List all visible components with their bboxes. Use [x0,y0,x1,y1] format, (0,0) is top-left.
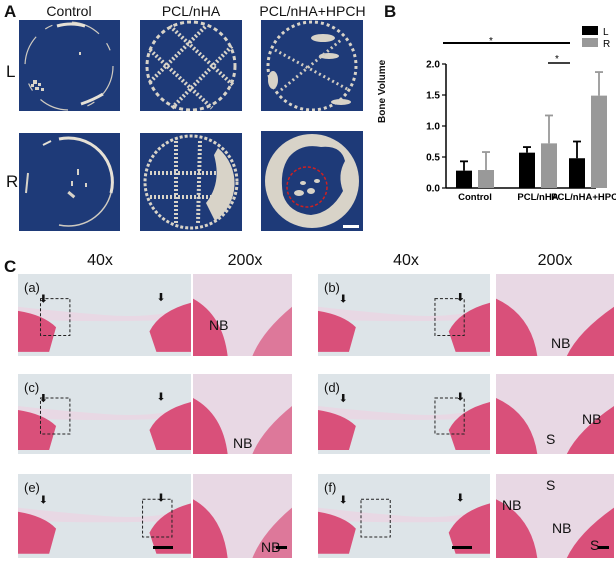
row-label-r: R [6,172,19,191]
microct-pcl-nha-hpch-right [261,131,363,231]
svg-text:⬇: ⬇ [339,294,348,306]
y-tick-label: 1.0 [426,122,440,133]
x-tick-label: PCL/nHA [517,192,558,203]
bar-l-2 [569,158,585,188]
microct-control-right [19,133,120,231]
scale-bar [452,546,472,549]
svg-text:⬇: ⬇ [39,494,48,506]
bone-volume-bar-chart: L R * 0.0 0.5 1.0 1.5 2.0 Control PCL/nHA PCL/n… [380,0,616,220]
col-header-control: Control [46,3,92,19]
tissue-label-nb: NB [502,497,521,513]
svg-text:⬇: ⬇ [39,393,48,405]
subpanel-id: (d) [324,380,340,395]
mag-200x-right: 200x [537,252,573,269]
mag-40x-left: 40x [87,252,113,269]
svg-text:⬇: ⬇ [456,292,465,304]
y-tick-label: 0.5 [426,153,440,164]
tissue-label-s: S [546,431,555,447]
tissue-label-nb: NB [552,520,571,536]
y-tick-label: 2.0 [426,60,440,71]
histology-40x-b: (b) ⬇ ⬇ [318,274,490,356]
col-header-pcl-nha-hpch: PCL/nHA+HPCH [259,3,366,19]
svg-text:⬇: ⬇ [456,493,465,505]
svg-text:⬇: ⬇ [456,391,465,403]
bar-l-1 [519,152,535,188]
svg-text:⬇: ⬇ [339,494,348,506]
scale-bar [343,225,359,228]
microct-pcl-nha-right [140,133,242,231]
col-header-pcl-nha: PCL/nHA [161,3,221,19]
legend-label-l: L [603,27,609,38]
bar-r-1 [541,143,557,188]
roi-circle [286,166,328,208]
mag-200x-left: 200x [227,252,263,269]
subpanel-id: (a) [24,280,40,295]
histology-40x-f: (f) ⬇ ⬇ [318,474,490,558]
panel-b-letter: B [384,2,397,21]
subpanel-id: (e) [24,480,40,495]
histology-200x-c: NB [193,374,292,454]
microct-control-left [19,20,120,111]
y-tick-label: 1.5 [426,91,440,102]
histology-40x-c: (c) ⬇ ⬇ [18,374,191,454]
svg-text:⬇: ⬇ [156,391,165,403]
histology-200x-b: NB [496,274,614,356]
tissue-label-nb: NB [209,317,228,333]
svg-text:⬇: ⬇ [39,294,48,306]
histology-200x-f: NB S NB S [496,474,614,558]
bar-r-0 [478,170,494,188]
y-tick-label: 0.0 [426,184,440,195]
x-tick-label: PCL/nHA+HPCH [551,192,616,203]
row-label-l: L [6,62,16,81]
histology-40x-d: (d) ⬇ ⬇ [318,374,490,454]
microct-pcl-nha-left [140,20,242,111]
legend-swatch-l [582,26,598,35]
subpanel-id: (b) [324,280,340,295]
histology-200x-a: NB [193,274,292,356]
tissue-label-nb: NB [233,435,252,451]
svg-text:⬇: ⬇ [339,393,348,405]
mag-40x-right: 40x [393,252,419,269]
histology-40x-e: (e) ⬇ ⬇ [18,474,191,558]
scale-bar [598,546,609,549]
legend-swatch-r [582,38,598,47]
tissue-label-nb: NB [551,335,570,351]
bar-r-2 [591,95,607,188]
tissue-label-nb: NB [261,539,280,555]
panel-c-letter: C [4,257,17,276]
tissue-label-s: S [590,537,599,553]
histology-40x-a: (a) ⬇ ⬇ [18,274,191,356]
svg-text:⬇: ⬇ [156,493,165,505]
microct-pcl-nha-hpch-left [261,20,363,111]
subpanel-id: (c) [24,380,39,395]
svg-text:⬇: ⬇ [156,292,165,304]
histology-200x-d: NB S [496,374,614,454]
scale-bar [276,546,287,549]
sig-star-long: * [489,36,493,47]
legend-label-r: R [603,39,610,50]
panel-a-letter: A [4,2,17,21]
bar-l-0 [456,170,472,188]
y-axis-label: Bone Volume [377,59,388,123]
tissue-label-nb: NB [582,411,601,427]
subpanel-id: (f) [324,480,336,495]
scale-bar [153,546,173,549]
x-tick-label: Control [458,192,492,203]
tissue-label-s: S [546,477,555,493]
sig-star-short: * [555,54,559,65]
histology-200x-e: NB [193,474,292,558]
